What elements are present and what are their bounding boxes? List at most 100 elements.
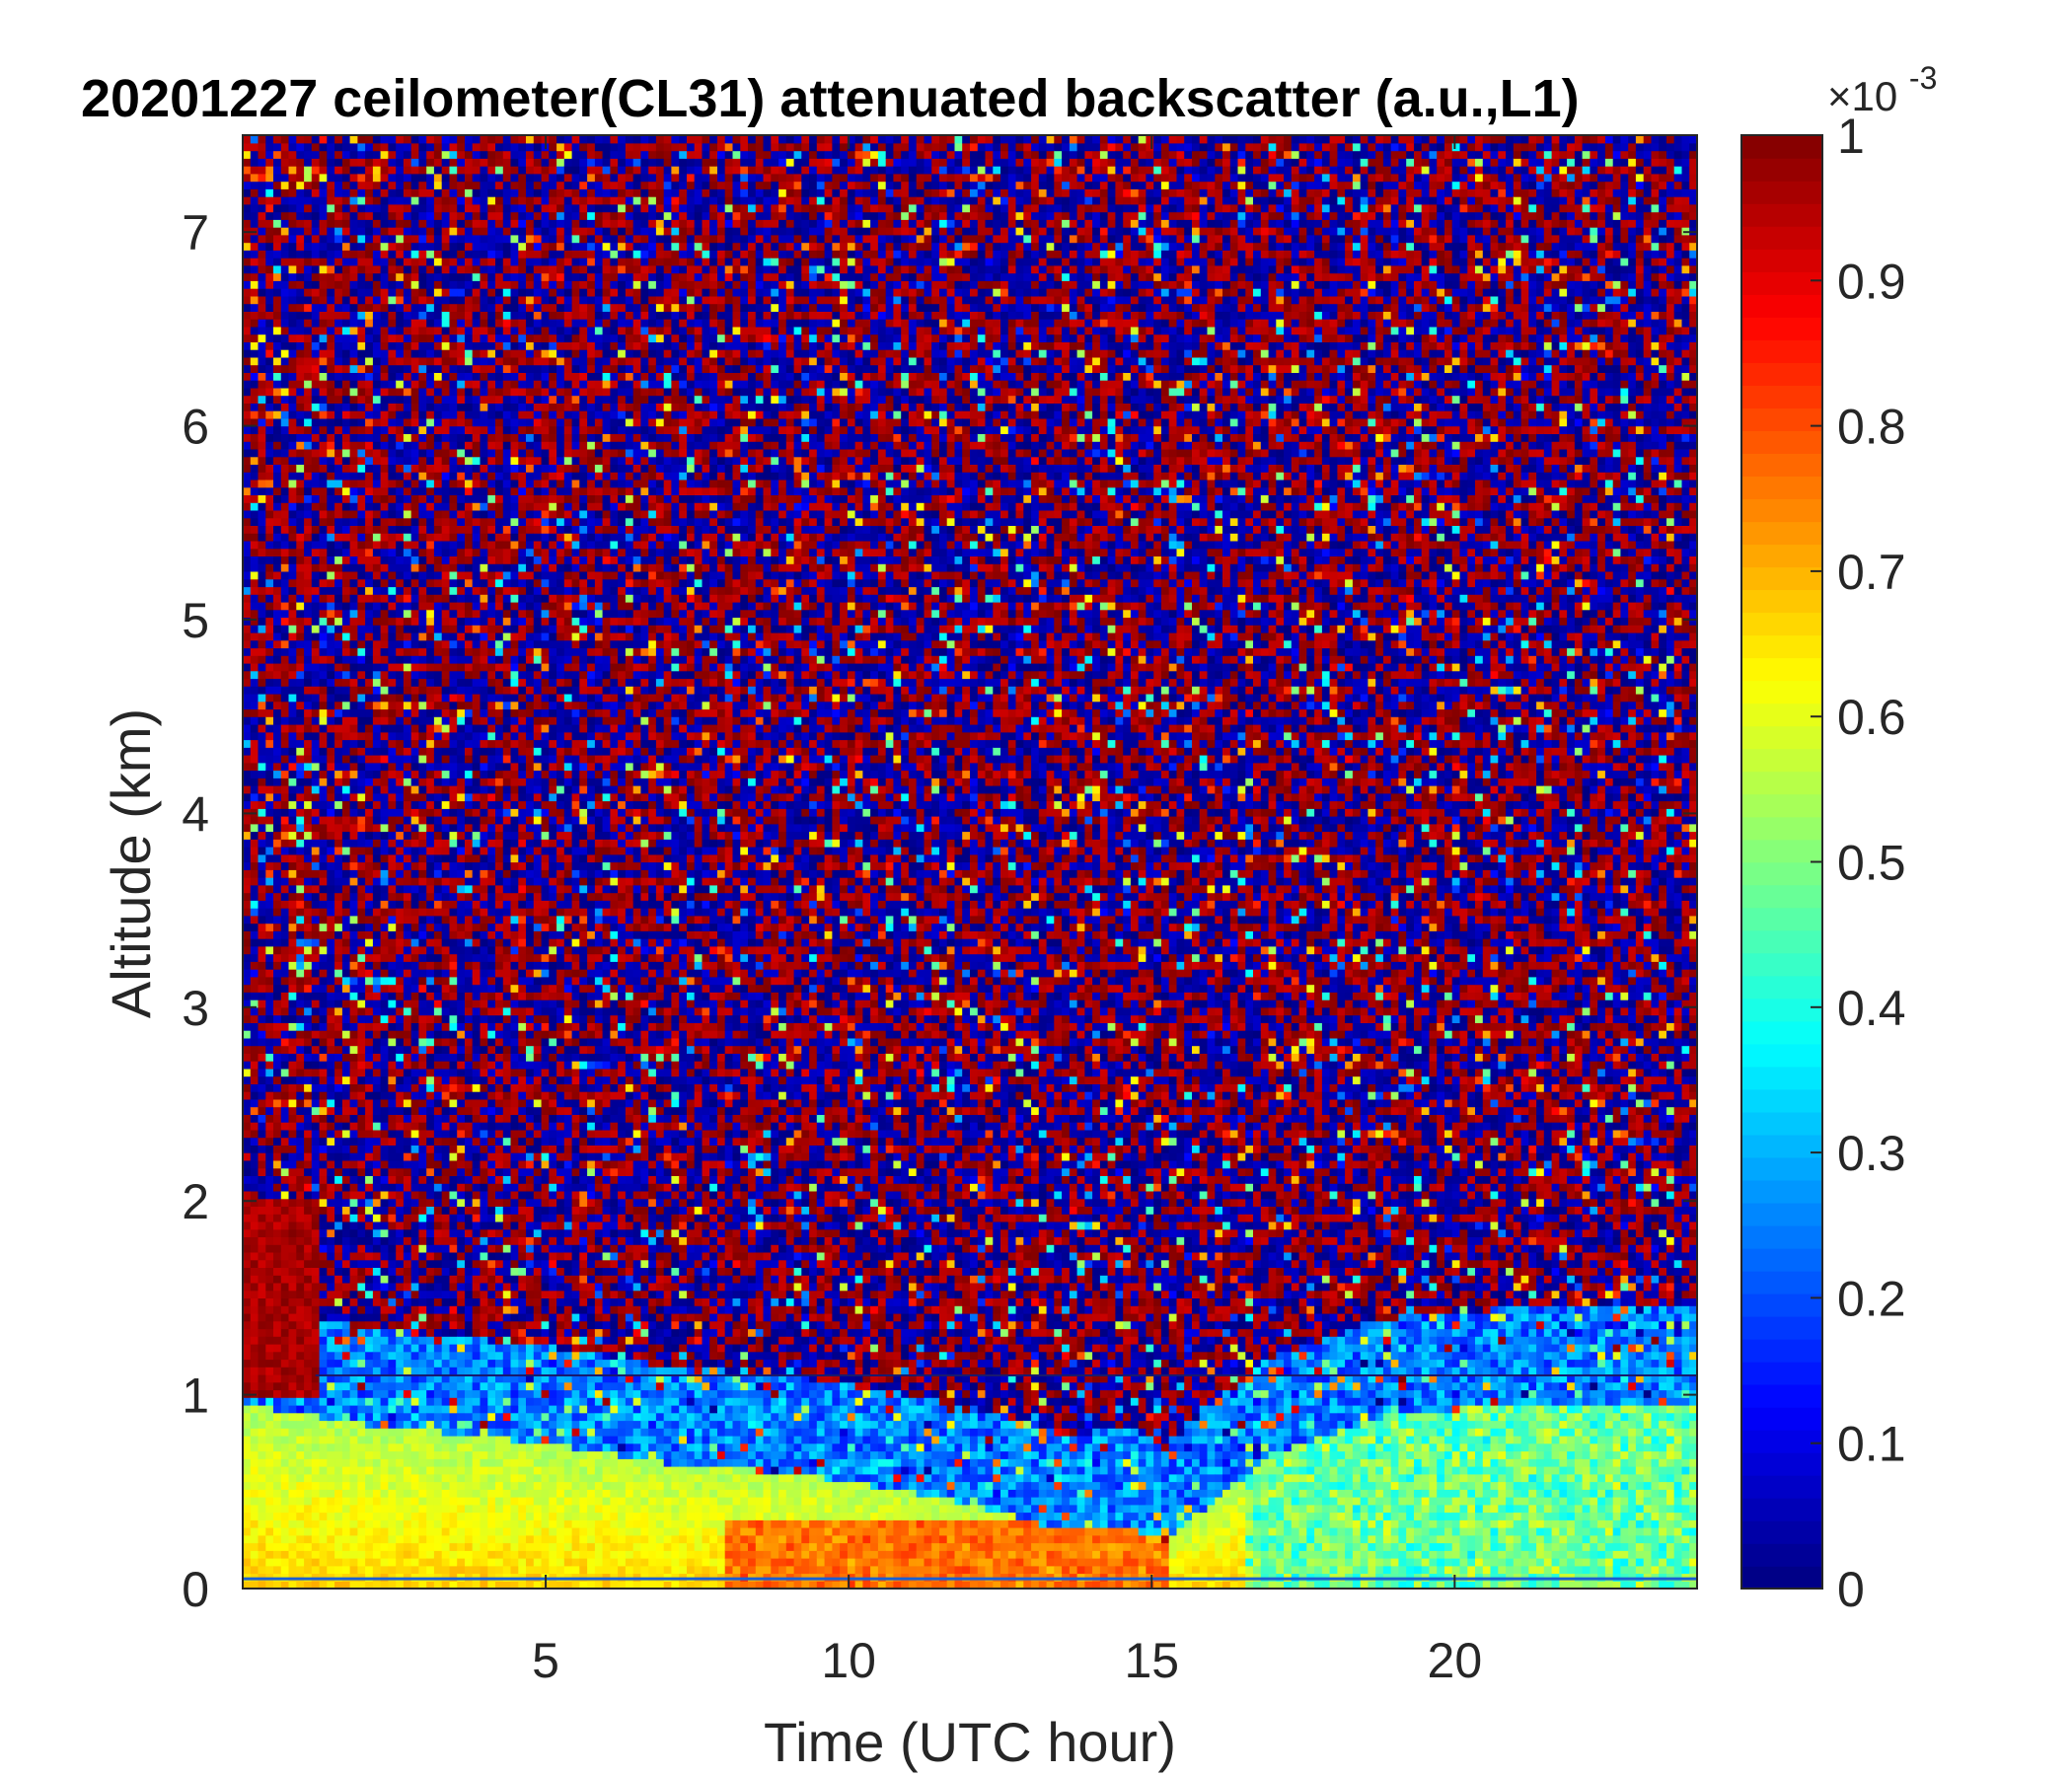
heatmap-cell	[289, 273, 297, 281]
heatmap-cell	[273, 357, 281, 365]
heatmap-cell	[312, 243, 320, 251]
heatmap-cell	[320, 1138, 328, 1146]
heatmap-cell	[342, 1535, 350, 1543]
heatmap-cell	[350, 143, 358, 151]
heatmap-cell	[281, 824, 289, 832]
heatmap-cell	[396, 1413, 404, 1421]
heatmap-cell	[388, 930, 396, 938]
heatmap-cell	[350, 1221, 358, 1229]
heatmap-cell	[357, 1413, 365, 1421]
heatmap-cell	[259, 1367, 266, 1374]
heatmap-cell	[357, 449, 365, 457]
heatmap-cell	[312, 1566, 320, 1574]
heatmap-cell	[304, 1420, 312, 1428]
heatmap-cell	[320, 396, 328, 404]
heatmap-cell	[320, 327, 328, 334]
heatmap-cell	[365, 182, 373, 189]
heatmap-cell	[342, 1007, 350, 1015]
heatmap-cell	[350, 1175, 358, 1183]
heatmap-cell	[320, 525, 328, 533]
heatmap-cell	[320, 174, 328, 182]
heatmap-cell	[381, 716, 389, 724]
heatmap-cell	[265, 327, 273, 334]
heatmap-cell	[373, 610, 381, 618]
heatmap-cell	[388, 388, 396, 396]
heatmap-cell	[357, 1283, 365, 1291]
heatmap-cell	[320, 924, 328, 931]
heatmap-cell	[350, 763, 358, 771]
heatmap-cell	[388, 1305, 396, 1313]
heatmap-cell	[296, 457, 304, 465]
heatmap-cell	[320, 1191, 328, 1199]
heatmap-cell	[350, 265, 358, 273]
heatmap-cell	[327, 1221, 334, 1229]
heatmap-cell	[381, 594, 389, 602]
heatmap-cell	[259, 334, 266, 342]
heatmap-cell	[273, 930, 281, 938]
heatmap-cell	[388, 188, 396, 196]
heatmap-cell	[357, 1114, 365, 1122]
heatmap-cell	[342, 854, 350, 862]
heatmap-cell	[365, 1114, 373, 1122]
heatmap-cell	[327, 1160, 334, 1168]
heatmap-cell	[273, 954, 281, 962]
heatmap-cell	[304, 816, 312, 824]
heatmap-cell	[373, 1107, 381, 1115]
heatmap-cell	[396, 1543, 404, 1551]
heatmap-cell	[342, 771, 350, 778]
heatmap-cell	[312, 663, 320, 671]
heatmap-cell	[396, 785, 404, 793]
heatmap-cell	[365, 847, 373, 854]
heatmap-cell	[265, 594, 273, 602]
heatmap-cell	[388, 1497, 396, 1505]
heatmap-cell	[320, 426, 328, 434]
heatmap-cell	[265, 243, 273, 251]
heatmap-cell	[243, 747, 251, 755]
heatmap-cell	[388, 1428, 396, 1436]
heatmap-cell	[388, 273, 396, 281]
heatmap-cell	[342, 930, 350, 938]
heatmap-cell	[296, 1543, 304, 1551]
heatmap-cell	[265, 334, 273, 342]
heatmap-cell	[320, 847, 328, 854]
heatmap-cell	[251, 755, 259, 763]
heatmap-cell	[388, 380, 396, 388]
heatmap-cell	[342, 151, 350, 159]
heatmap-cell	[357, 1482, 365, 1490]
heatmap-cell	[365, 311, 373, 319]
heatmap-cell	[381, 235, 389, 243]
heatmap-cell	[350, 396, 358, 404]
heatmap-cell	[350, 1007, 358, 1015]
heatmap-cell	[320, 1359, 328, 1367]
heatmap-cell	[334, 1382, 342, 1390]
heatmap-cell	[381, 487, 389, 495]
heatmap-cell	[304, 602, 312, 610]
heatmap-cell	[265, 625, 273, 632]
heatmap-cell	[357, 304, 365, 312]
heatmap-cell	[296, 1007, 304, 1015]
heatmap-cell	[243, 1252, 251, 1260]
heatmap-cell	[289, 771, 297, 778]
heatmap-cell	[350, 296, 358, 304]
heatmap-cell	[304, 1328, 312, 1336]
heatmap-cell	[289, 166, 297, 174]
heatmap-cell	[342, 1359, 350, 1367]
heatmap-cell	[304, 1558, 312, 1566]
heatmap-cell	[312, 1275, 320, 1283]
heatmap-cell	[281, 724, 289, 732]
heatmap-cell	[273, 747, 281, 755]
heatmap-cell	[342, 1405, 350, 1413]
heatmap-cell	[342, 1305, 350, 1313]
heatmap-cell	[320, 893, 328, 901]
heatmap-cell	[273, 1436, 281, 1443]
heatmap-cell	[251, 196, 259, 204]
heatmap-cell	[357, 1451, 365, 1459]
heatmap-cell	[304, 1083, 312, 1091]
heatmap-cell	[251, 847, 259, 854]
heatmap-cell	[251, 1022, 259, 1030]
heatmap-cell	[273, 999, 281, 1007]
heatmap-cell	[373, 1244, 381, 1252]
heatmap-cell	[265, 403, 273, 410]
heatmap-cell	[289, 1367, 297, 1374]
heatmap-cell	[388, 579, 396, 587]
